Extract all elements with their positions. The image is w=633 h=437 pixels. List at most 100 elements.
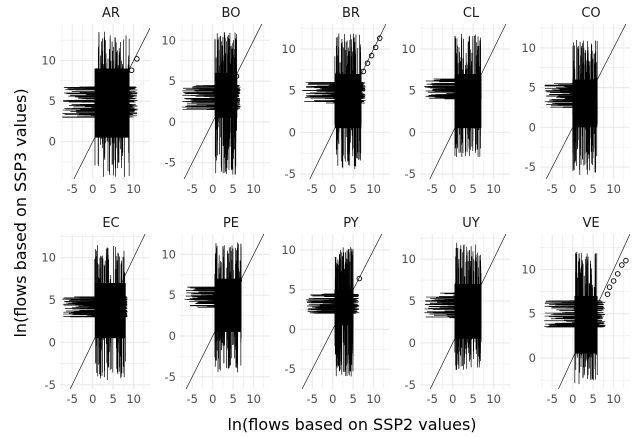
y-tick-label: 0 (289, 125, 296, 139)
y-tick-label: 5 (289, 84, 296, 98)
x-tick-label: 0 (449, 392, 456, 406)
x-tick-label: 0 (89, 182, 96, 196)
y-tick-label: 10 (281, 243, 296, 257)
reference-line-y-equals-x (429, 234, 507, 389)
x-tick-label: -5 (307, 392, 318, 406)
reference-line-y-equals-x (301, 234, 383, 389)
strip-label: PE (223, 216, 239, 231)
strip-label: CO (581, 6, 600, 21)
strip-label: BO (222, 6, 241, 21)
data-point (619, 262, 625, 268)
reference-line-y-equals-x (558, 234, 630, 389)
y-tick-label: 10 (161, 33, 176, 47)
x-tick-label: 5 (350, 182, 357, 196)
y-tick-label: 10 (161, 247, 176, 261)
x-tick-label: 10 (246, 392, 261, 406)
strip-label: CL (463, 6, 480, 21)
data-cloud (302, 33, 383, 170)
reference-line-y-equals-x (309, 24, 387, 179)
y-tick-label: 0 (49, 335, 56, 349)
x-tick-label: -5 (67, 182, 78, 196)
x-tick-label: -5 (427, 392, 438, 406)
strip-label: VE (582, 216, 599, 231)
y-tick-label: -5 (165, 370, 176, 384)
strip-label: BR (342, 6, 360, 21)
y-tick-label: 0 (529, 351, 536, 365)
x-tick-label: 10 (126, 392, 141, 406)
y-tick-label: 0 (409, 336, 416, 350)
y-tick-label: 0 (169, 115, 176, 129)
x-tick-label: 10 (366, 182, 381, 196)
strip-label: EC (102, 216, 119, 231)
y-tick-label: -5 (285, 362, 296, 376)
y-axis-title: ln(flows based on SSP3 values) (11, 88, 30, 337)
x-tick-label: 5 (470, 182, 477, 196)
reference-line-y-equals-x (185, 234, 265, 389)
y-tick-label: 10 (281, 42, 296, 56)
reference-line-y-equals-x (545, 24, 627, 179)
x-tick-label: 5 (590, 182, 597, 196)
x-tick-label: 10 (366, 392, 381, 406)
x-tick-label: 5 (110, 182, 117, 196)
reference-line-y-equals-x (69, 234, 146, 389)
y-tick-label: 0 (169, 329, 176, 343)
x-tick-label: 5 (470, 392, 477, 406)
y-tick-label: 5 (169, 74, 176, 88)
data-point (610, 278, 617, 284)
strip-label: PY (343, 216, 359, 231)
data-cloud (424, 242, 482, 371)
y-tick-label: 10 (521, 262, 536, 276)
y-tick-label: 10 (401, 42, 416, 56)
x-tick-label: 10 (126, 182, 141, 196)
dense-core (94, 283, 126, 339)
x-tick-label: -5 (427, 182, 438, 196)
data-cloud (544, 251, 629, 385)
y-tick-label: 5 (529, 307, 536, 321)
y-tick-label: 5 (49, 94, 56, 108)
x-tick-label: 5 (350, 392, 357, 406)
y-tick-label: 0 (289, 322, 296, 336)
x-tick-label: -5 (547, 392, 558, 406)
y-tick-label: -5 (525, 160, 536, 174)
data-point (614, 271, 621, 277)
x-tick-label: -5 (187, 392, 198, 406)
strip-label: AR (102, 6, 120, 21)
y-tick-label: 5 (169, 288, 176, 302)
x-tick-label: 0 (449, 182, 456, 196)
x-tick-label: 0 (89, 392, 96, 406)
data-point (604, 291, 611, 297)
x-tick-label: 10 (486, 392, 501, 406)
grid-lines (420, 24, 510, 179)
x-tick-label: 0 (329, 392, 336, 406)
y-tick-label: 10 (41, 251, 56, 265)
y-tick-label: -5 (405, 167, 416, 181)
y-tick-label: -5 (405, 378, 416, 392)
x-tick-label: 10 (486, 182, 501, 196)
dense-core (574, 296, 598, 354)
x-tick-label: 0 (209, 392, 216, 406)
data-point (623, 257, 629, 264)
y-tick-label: 0 (49, 135, 56, 149)
data-point (128, 67, 135, 74)
y-tick-label: -5 (165, 156, 176, 170)
y-tick-label: 0 (409, 125, 416, 139)
reference-line-y-equals-x (183, 24, 263, 179)
x-tick-label: 5 (110, 392, 117, 406)
reference-line-y-equals-x (429, 24, 507, 179)
y-tick-label: 5 (409, 84, 416, 98)
y-tick-label: 5 (289, 283, 296, 297)
y-tick-label: 0 (529, 120, 536, 134)
y-tick-label: 10 (401, 252, 416, 266)
data-cloud (184, 242, 243, 373)
